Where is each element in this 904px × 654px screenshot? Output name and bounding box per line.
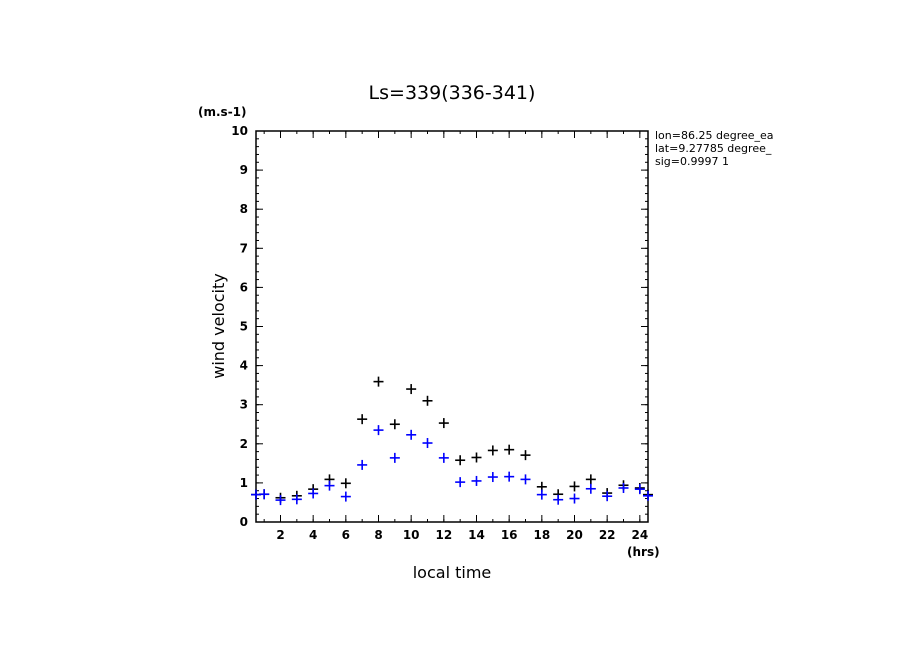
x-unit-label: (hrs) bbox=[627, 545, 660, 559]
data-point bbox=[406, 429, 417, 440]
x-tick-label: 12 bbox=[435, 528, 452, 542]
data-point bbox=[585, 474, 596, 485]
y-axis-label: wind velocity bbox=[209, 273, 228, 378]
data-point bbox=[373, 376, 384, 387]
x-tick-label: 14 bbox=[468, 528, 485, 542]
x-tick-label: 16 bbox=[501, 528, 518, 542]
data-point bbox=[406, 384, 417, 395]
data-point bbox=[455, 455, 466, 466]
y-tick-label: 8 bbox=[240, 202, 248, 216]
data-point bbox=[569, 493, 580, 504]
data-point bbox=[618, 482, 629, 493]
x-tick-label: 10 bbox=[403, 528, 420, 542]
data-point bbox=[471, 475, 482, 486]
data-point bbox=[471, 452, 482, 463]
data-point bbox=[602, 491, 613, 502]
data-point bbox=[422, 395, 433, 406]
data-point bbox=[504, 471, 515, 482]
x-tick-label: 24 bbox=[631, 528, 648, 542]
y-tick-label: 0 bbox=[240, 515, 248, 529]
data-point bbox=[438, 418, 449, 429]
chart-title: Ls=339(336-341) bbox=[369, 82, 536, 104]
annotation-line: lat=9.27785 degree_ bbox=[655, 142, 772, 155]
data-point bbox=[504, 444, 515, 455]
y-tick-label: 7 bbox=[240, 241, 248, 255]
data-point bbox=[389, 452, 400, 463]
y-tick-label: 9 bbox=[240, 163, 248, 177]
x-tick-label: 18 bbox=[533, 528, 550, 542]
data-point bbox=[455, 477, 466, 488]
x-tick-label: 8 bbox=[374, 528, 382, 542]
y-tick-label: 6 bbox=[240, 280, 248, 294]
x-tick-label: 6 bbox=[342, 528, 350, 542]
data-point bbox=[487, 472, 498, 483]
data-point bbox=[487, 445, 498, 456]
data-point bbox=[340, 478, 351, 489]
data-point bbox=[259, 489, 270, 500]
y-tick-label: 3 bbox=[240, 398, 248, 412]
data-point bbox=[291, 494, 302, 505]
data-point bbox=[536, 489, 547, 500]
y-tick-label: 2 bbox=[240, 437, 248, 451]
y-tick-label: 5 bbox=[240, 320, 248, 334]
x-tick-label: 2 bbox=[276, 528, 284, 542]
data-point bbox=[275, 495, 286, 506]
annotation-line: lon=86.25 degree_ea bbox=[655, 129, 774, 142]
data-point bbox=[357, 459, 368, 470]
data-point bbox=[324, 480, 335, 491]
data-point bbox=[520, 474, 531, 485]
data-point bbox=[520, 450, 531, 461]
y-tick-label: 10 bbox=[231, 124, 248, 138]
x-tick-label: 4 bbox=[309, 528, 317, 542]
data-point bbox=[422, 438, 433, 449]
y-tick-label: 1 bbox=[240, 476, 248, 490]
annotation-line: sig=0.9997 1 bbox=[655, 155, 729, 168]
data-point bbox=[438, 452, 449, 463]
y-tick-label: 4 bbox=[240, 359, 248, 373]
data-points bbox=[251, 376, 653, 506]
data-point bbox=[357, 414, 368, 425]
data-point bbox=[634, 484, 645, 495]
plot-frame bbox=[255, 130, 649, 523]
x-tick-label: 22 bbox=[599, 528, 616, 542]
x-axis-label: local time bbox=[413, 563, 492, 582]
data-point bbox=[643, 490, 653, 501]
data-point bbox=[569, 481, 580, 492]
x-tick-label: 20 bbox=[566, 528, 583, 542]
data-point bbox=[308, 488, 319, 499]
data-point bbox=[553, 494, 564, 505]
data-point bbox=[340, 491, 351, 502]
data-point bbox=[389, 419, 400, 430]
data-point bbox=[373, 425, 384, 436]
y-unit-label: (m.s-1) bbox=[198, 105, 247, 119]
data-point bbox=[585, 483, 596, 494]
